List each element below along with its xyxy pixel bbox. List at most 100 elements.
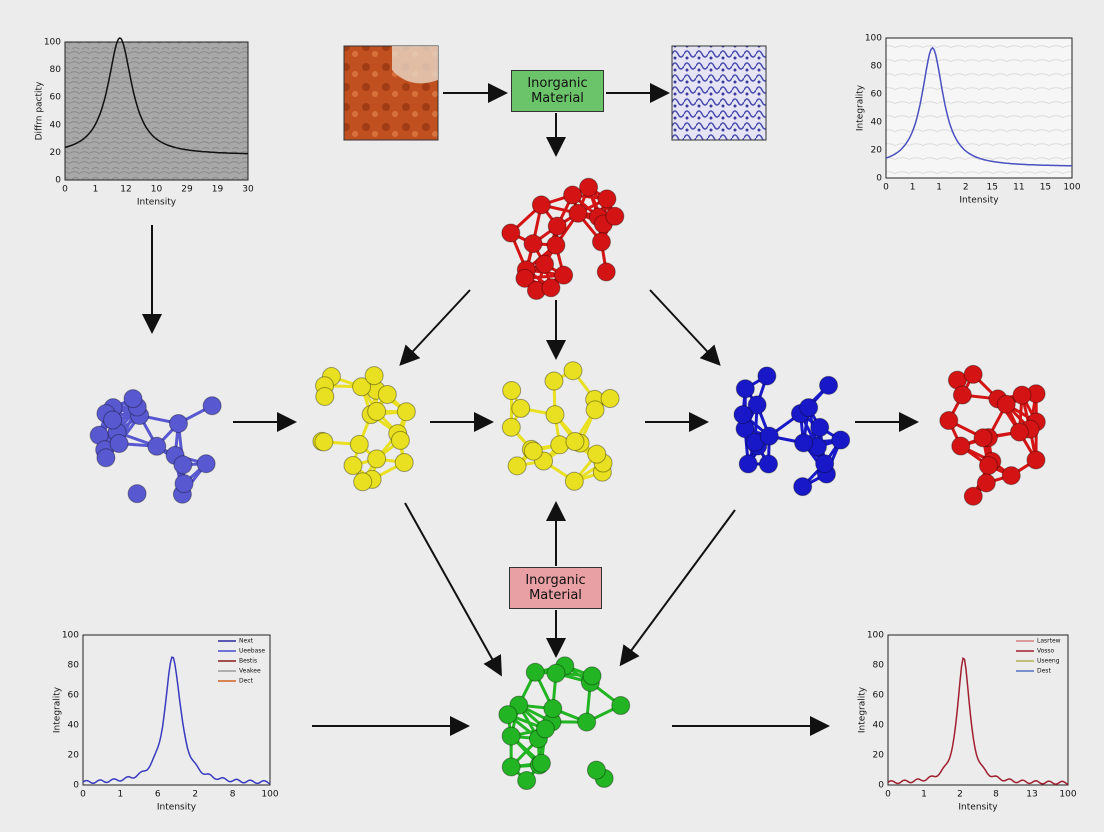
atom — [1026, 450, 1046, 470]
atom — [973, 428, 993, 448]
y-tick-label: 0 — [876, 174, 882, 184]
y-tick-label: 100 — [62, 631, 79, 641]
atom — [1001, 466, 1021, 486]
x-tick-label: 11 — [1013, 183, 1024, 193]
molecule — [312, 366, 416, 492]
y-tick-label: 0 — [55, 176, 61, 186]
atom — [582, 666, 602, 686]
atom — [591, 232, 611, 252]
legend-label: Useeng — [1037, 658, 1060, 665]
atom — [585, 400, 605, 420]
x-tick-label: 8 — [993, 790, 999, 800]
x-tick-label: 13 — [1026, 790, 1037, 800]
atom — [367, 449, 387, 469]
molecule — [939, 364, 1046, 506]
atom — [600, 388, 620, 408]
top-box: Inorganic Material — [511, 70, 604, 112]
y-tick-label: 80 — [50, 65, 62, 75]
atom — [531, 753, 551, 773]
atom — [568, 203, 588, 223]
atom — [952, 385, 972, 405]
y-tick-label: 60 — [873, 691, 885, 701]
y-tick-label: 20 — [871, 146, 883, 156]
curve — [82, 656, 271, 785]
plot-area — [64, 41, 249, 181]
legend-label: Bestis — [239, 658, 257, 665]
y-tick-label: 0 — [73, 781, 79, 791]
atom — [507, 456, 527, 476]
atom — [343, 456, 363, 476]
legend-label: Ueebase — [239, 648, 265, 655]
legend-label: Dect — [239, 678, 254, 685]
atom — [547, 216, 567, 236]
atom — [579, 177, 599, 197]
x-tick-label: 2 — [957, 790, 963, 800]
y-axis-label: Diffrn pactity — [35, 81, 45, 140]
atom — [735, 379, 755, 399]
y-tick-label: 20 — [873, 751, 885, 761]
atom — [976, 473, 996, 493]
atom — [757, 366, 777, 386]
legend-label: Veakee — [239, 668, 261, 675]
atom — [577, 712, 597, 732]
atom — [951, 436, 971, 456]
atom — [563, 185, 583, 205]
y-tick-label: 80 — [873, 661, 885, 671]
y-tick-label: 20 — [68, 751, 80, 761]
molecule — [501, 361, 620, 491]
plot-area — [82, 634, 271, 786]
x-axis-label: Intensity — [958, 803, 998, 813]
curve — [885, 46, 1073, 167]
atom — [563, 361, 583, 381]
atom — [1009, 422, 1029, 442]
atom — [525, 662, 545, 682]
y-tick-label: 40 — [871, 118, 883, 128]
atom — [202, 396, 222, 416]
atom — [978, 456, 998, 476]
atom — [799, 398, 819, 418]
curve — [64, 36, 248, 155]
texture-highlight — [392, 46, 438, 84]
atom — [515, 268, 535, 288]
legend-label: Next — [239, 638, 254, 645]
x-tick-label: 2 — [963, 183, 969, 193]
x-tick-label: 12 — [120, 185, 131, 195]
y-tick-label: 60 — [68, 691, 80, 701]
atom — [523, 441, 543, 461]
atom — [554, 265, 574, 285]
atom — [586, 760, 606, 780]
x-tick-label: 1 — [93, 185, 99, 195]
y-axis-label: Integrality — [858, 686, 868, 733]
curve — [887, 657, 1069, 785]
middle-box: Inorganic Material — [509, 567, 602, 609]
legend-label: Lasrtew — [1037, 638, 1061, 645]
atom — [794, 433, 814, 453]
atom — [390, 430, 410, 450]
atom — [501, 417, 521, 437]
atom — [196, 454, 216, 474]
atom — [511, 398, 531, 418]
arrows — [142, 83, 919, 736]
y-tick-label: 100 — [867, 631, 884, 641]
x-tick-label: 0 — [80, 790, 86, 800]
atom — [546, 663, 566, 683]
x-tick-label: 2 — [192, 790, 198, 800]
atom — [367, 401, 387, 421]
y-axis-label: Integrality — [856, 84, 866, 131]
y-tick-label: 60 — [50, 93, 62, 103]
atom — [758, 454, 778, 474]
x-axis-label: Intensity — [157, 803, 197, 813]
x-tick-label: 0 — [883, 183, 889, 193]
y-tick-label: 20 — [50, 148, 62, 158]
atom — [96, 448, 116, 468]
texture-image — [671, 45, 767, 141]
y-tick-label: 0 — [878, 781, 884, 791]
y-tick-label: 40 — [50, 120, 62, 130]
atom — [168, 413, 188, 433]
atom — [501, 726, 521, 746]
atom — [597, 189, 617, 209]
atom — [352, 377, 372, 397]
atom — [517, 771, 537, 791]
plot-area — [885, 37, 1073, 179]
atom — [996, 394, 1016, 414]
